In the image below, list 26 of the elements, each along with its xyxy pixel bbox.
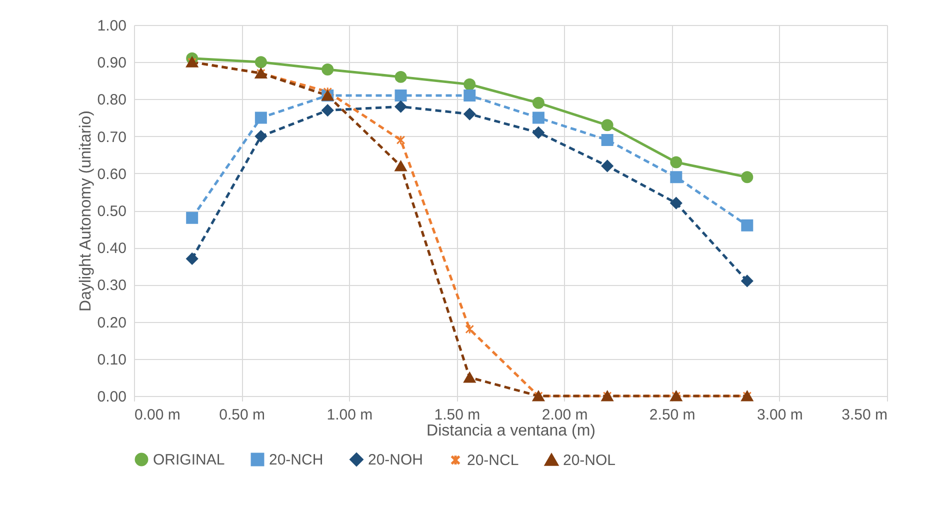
y-tick-label: 0.90 — [97, 54, 126, 72]
x-tick-label: 2.00 m — [542, 406, 588, 424]
legend-label: 20-NOH — [368, 452, 424, 469]
y-tick-label: 0.60 — [97, 166, 126, 183]
y-tick-label: 0.10 — [97, 351, 126, 368]
legend-label: 20-NOL — [563, 452, 616, 469]
x-tick-label: 1.00 m — [326, 406, 373, 424]
legend-label: ORIGINAL — [153, 452, 225, 469]
y-tick-label: 0.30 — [97, 277, 126, 294]
x-tick-label: 3.50 m — [842, 406, 888, 424]
legend-label: 20-NCH — [269, 452, 324, 469]
y-tick-label: 0.20 — [97, 314, 126, 332]
y-tick-label: 0.40 — [97, 240, 126, 258]
y-tick-label: 0.70 — [97, 128, 126, 146]
y-axis-title: Daylight Autonomy (unitario) — [77, 110, 94, 312]
y-tick-label: 0.50 — [97, 203, 126, 220]
x-tick-label: 0.50 m — [219, 406, 265, 424]
x-axis-title: Distancia a ventana (m) — [426, 422, 596, 440]
y-tick-label: 0.80 — [97, 92, 126, 109]
x-tick-label: 2.50 m — [649, 406, 696, 424]
x-tick-label: 3.00 m — [757, 406, 803, 424]
x-tick-label: 1.50 m — [434, 406, 480, 424]
y-tick-label: 0.00 — [97, 388, 126, 406]
y-tick-label: 1.00 — [97, 18, 126, 34]
legend-label: 20-NCL — [467, 452, 519, 470]
x-tick-label: 0.00 m — [134, 406, 180, 424]
